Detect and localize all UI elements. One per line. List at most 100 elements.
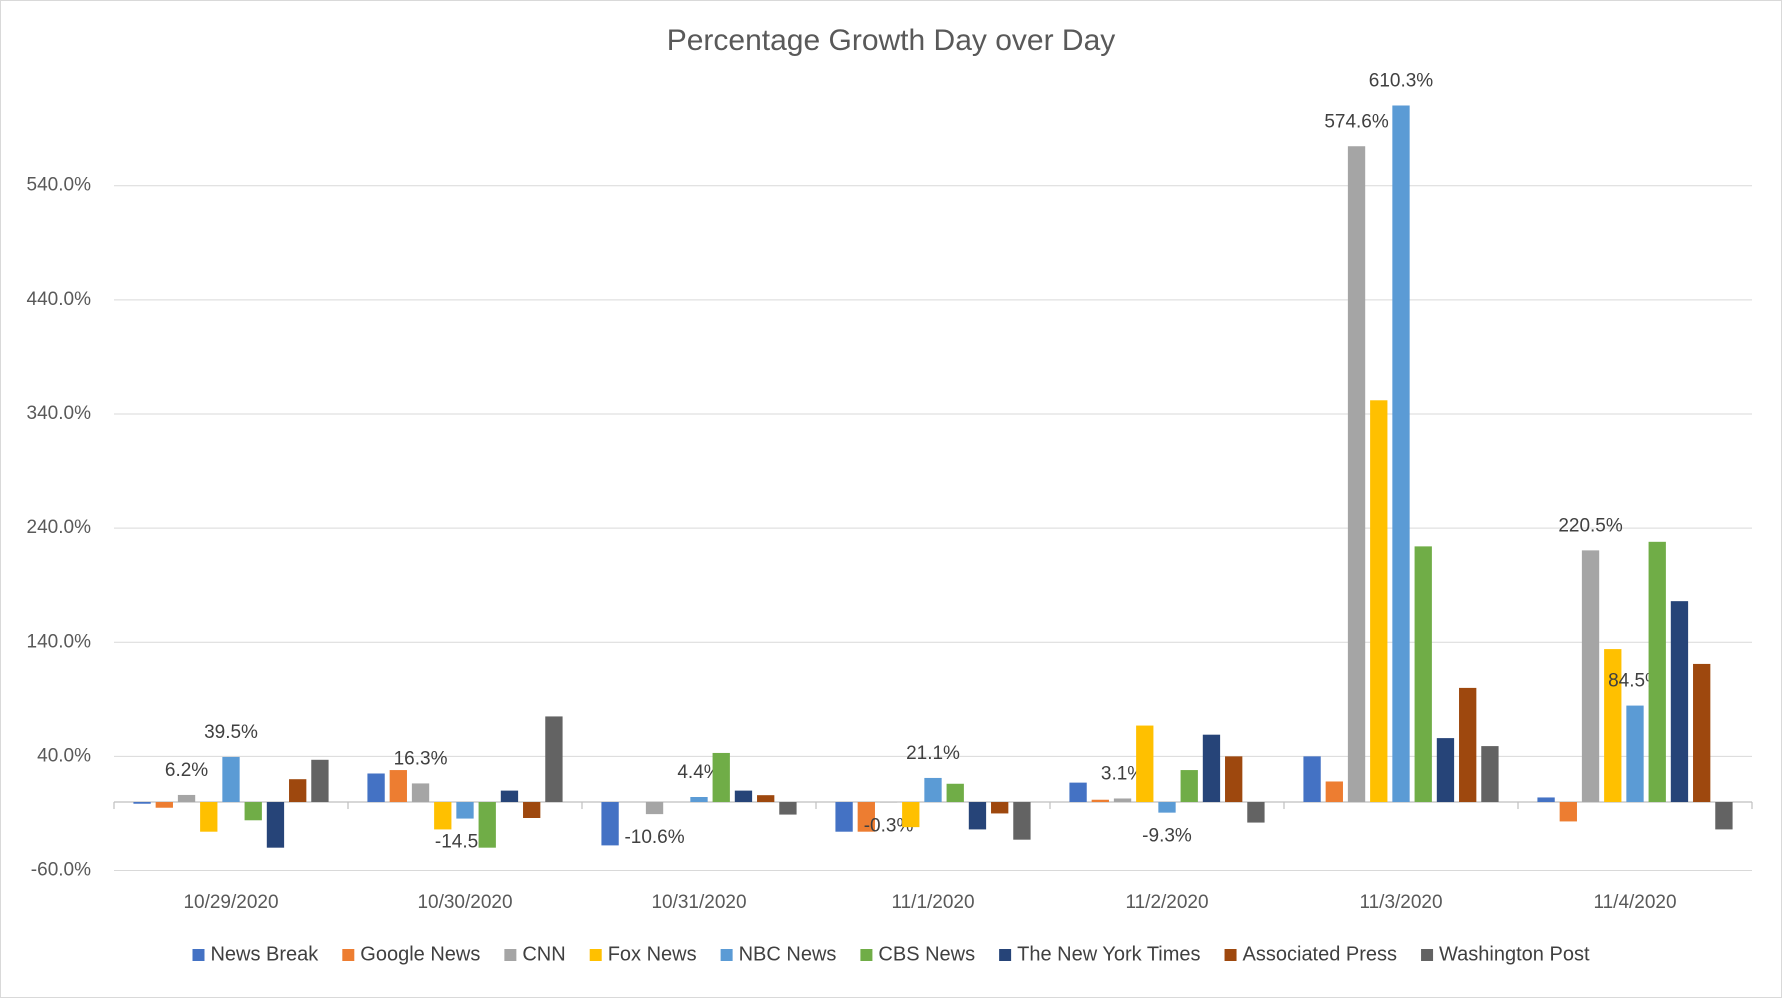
bar	[1604, 649, 1622, 803]
bar	[311, 759, 329, 803]
legend-label: CNN	[522, 943, 565, 965]
bar	[1113, 798, 1132, 803]
bar	[177, 794, 196, 803]
bar	[645, 802, 664, 815]
data-label: -10.6%	[624, 827, 684, 848]
bar	[133, 802, 151, 804]
chart-title: Percentage Growth Day over Day	[667, 24, 1116, 57]
bar	[1392, 105, 1410, 803]
legend-label: The New York Times	[1017, 943, 1200, 965]
bar	[200, 802, 218, 832]
x-tick-label: 11/3/2020	[1359, 892, 1442, 913]
legend-swatch	[342, 949, 355, 961]
bar	[222, 756, 240, 803]
bar	[1091, 799, 1109, 803]
legend-item: Associated Press	[1224, 943, 1398, 965]
bar	[1414, 546, 1432, 803]
legend-label: Fox News	[608, 943, 697, 965]
legend-label: News Break	[210, 943, 319, 965]
bar	[367, 773, 385, 803]
bar	[1559, 802, 1577, 822]
x-tick-label: 10/30/2020	[417, 892, 512, 913]
legend-item: Washington Post	[1421, 943, 1590, 965]
bar	[545, 716, 563, 803]
bar	[1136, 725, 1154, 803]
y-tick-label: 40.0%	[37, 745, 91, 766]
legend-item: Google News	[342, 943, 480, 965]
legend-swatch	[999, 949, 1012, 961]
legend-item: NBC News	[720, 943, 836, 965]
legend-item: News Break	[192, 943, 319, 965]
bar	[946, 783, 964, 803]
bar	[1459, 687, 1477, 803]
bar	[1626, 705, 1644, 803]
bar	[690, 797, 708, 803]
x-tick-label: 10/29/2020	[183, 892, 278, 913]
x-tick-label: 10/31/2020	[651, 892, 746, 913]
bar	[601, 802, 619, 846]
bar	[389, 770, 407, 803]
bar	[1225, 756, 1243, 803]
legend-swatch	[589, 949, 602, 961]
y-tick-label: 240.0%	[27, 517, 92, 538]
data-label: 16.3%	[394, 748, 448, 769]
data-label: 610.3%	[1369, 71, 1434, 92]
bar	[924, 777, 942, 803]
bar	[1325, 781, 1343, 803]
x-tick-label: 11/2/2020	[1125, 892, 1208, 913]
bar	[1581, 550, 1600, 803]
bar	[456, 802, 474, 819]
data-label: 39.5%	[204, 722, 258, 743]
data-label: -9.3%	[1142, 826, 1192, 847]
data-label: 84.5%	[1608, 671, 1662, 692]
bar	[1370, 400, 1388, 803]
bar	[991, 802, 1009, 814]
bar	[523, 802, 541, 819]
bar	[1247, 802, 1265, 823]
legend-item: CBS News	[860, 943, 975, 965]
legend-swatch	[1224, 949, 1237, 961]
legend-label: Washington Post	[1439, 943, 1590, 965]
legend-swatch	[192, 949, 205, 961]
legend-swatch	[504, 949, 517, 961]
legend-swatch	[1421, 949, 1434, 961]
bar	[478, 802, 496, 848]
y-tick-label: 540.0%	[27, 175, 92, 196]
x-tick-label: 11/4/2020	[1593, 892, 1676, 913]
bar	[1180, 770, 1198, 803]
data-label: 220.5%	[1558, 515, 1623, 536]
bar	[500, 790, 519, 803]
bar	[1436, 738, 1455, 803]
bar	[1158, 802, 1176, 813]
bar	[1347, 146, 1366, 803]
data-label: 574.6%	[1324, 111, 1389, 132]
y-tick-label: 340.0%	[27, 403, 92, 424]
bar	[1648, 541, 1666, 803]
bar	[434, 802, 452, 830]
data-label: 21.1%	[906, 743, 960, 764]
bar	[1202, 734, 1221, 803]
bar	[1303, 756, 1321, 803]
legend-label: CBS News	[878, 943, 975, 965]
bar	[968, 802, 987, 830]
bar	[1069, 782, 1087, 803]
legend-item: Fox News	[589, 943, 697, 965]
legend-label: Associated Press	[1243, 943, 1398, 965]
data-label: 4.4%	[677, 762, 720, 783]
bar	[266, 802, 285, 848]
bar	[411, 783, 430, 803]
legend-item: CNN	[504, 943, 566, 965]
data-label: 6.2%	[165, 760, 208, 781]
y-tick-label: 140.0%	[27, 631, 92, 652]
legend-swatch	[860, 949, 873, 961]
bar	[1715, 802, 1733, 830]
legend-label: Google News	[360, 943, 480, 965]
bar	[1537, 797, 1555, 803]
bar	[902, 802, 920, 828]
legend-swatch	[720, 949, 733, 961]
bar	[835, 802, 853, 832]
y-tick-label: 440.0%	[27, 289, 92, 310]
